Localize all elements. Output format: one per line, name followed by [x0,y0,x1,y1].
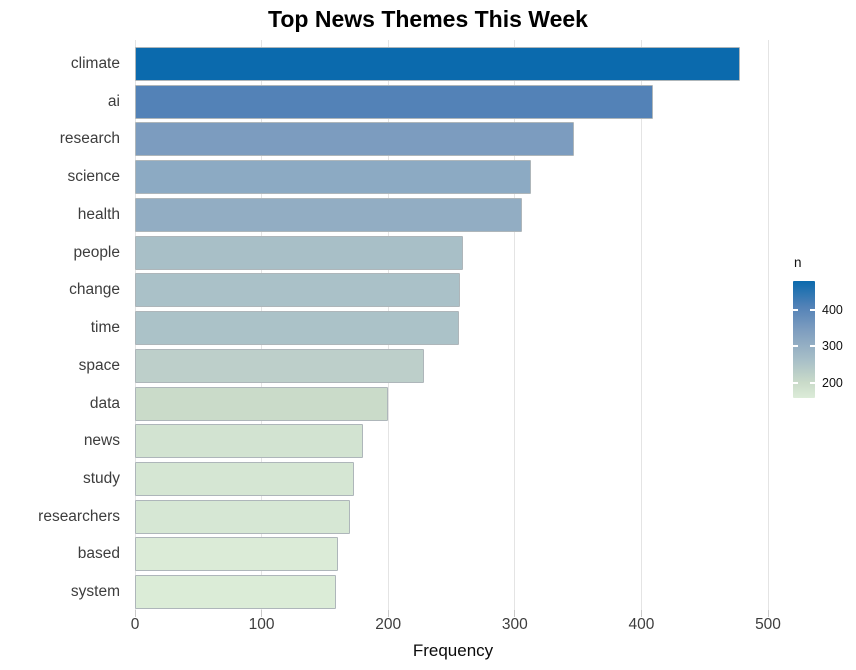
legend-tick-label-200: 200 [822,375,843,390]
x-tick-label: 500 [755,616,781,633]
y-tick-label-time: time [90,319,120,337]
gridline-400 [640,40,642,610]
gridline-500 [767,40,769,610]
bar-change [135,273,461,308]
y-tick-label-system: system [70,583,120,601]
y-tick-label-news: news [83,432,120,450]
x-tick-label: 100 [248,616,275,633]
bar-climate [135,47,741,81]
y-tick-label-space: space [78,356,120,374]
bar-based [135,537,338,572]
bar-system [135,575,337,610]
x-axis-tick-400 [640,610,642,617]
x-axis-title: Frequency [412,641,494,660]
bar-researchers [135,499,351,534]
bar-news [135,424,363,459]
y-tick-label-science: science [67,168,120,186]
y-tick-label-data: data [89,394,120,412]
bar-space [135,348,424,383]
bar-study [135,462,355,497]
legend-tick-label-400: 400 [822,302,843,317]
legend-title: n [794,255,802,270]
x-tick-label: 300 [501,616,528,633]
y-tick-label-climate: climate [70,55,120,72]
gridline-300 [514,40,516,610]
bar-data [135,386,389,421]
bar-science [135,160,532,195]
y-tick-label-health: health [77,205,120,223]
legend-tick-mark [810,381,815,384]
legend-tick-label-300: 300 [822,339,843,354]
bar-research [135,122,575,157]
x-axis-tick-100 [261,610,263,617]
y-tick-label-research: research [59,130,120,148]
y-tick-label-study: study [82,470,120,488]
y-tick-label-researchers: researchers [38,507,120,525]
y-tick-label-people: people [73,243,120,261]
legend-tick-mark [810,308,815,311]
bar-people [135,235,463,270]
y-tick-label-based: based [77,545,120,563]
x-tick-label: 200 [375,616,402,633]
legend-tick-mark [793,308,798,311]
chart-title: Top News Themes This Week [268,6,588,32]
legend-tick-mark [793,381,798,384]
bar-ai [135,84,653,119]
legend-tick-mark [810,345,815,348]
x-axis-tick-500 [767,610,769,617]
x-tick-label: 400 [628,616,655,633]
x-axis-tick-300 [514,610,516,617]
x-tick-label: 0 [130,616,140,633]
legend-tick-mark [793,345,798,348]
legend-gradient-bar [793,281,815,398]
bar-time [135,311,460,346]
x-axis-tick-200 [387,610,389,617]
bar-health [135,197,523,232]
y-tick-label-change: change [69,281,120,299]
y-tick-label-ai: ai [107,92,120,110]
x-axis-tick-0 [134,610,136,617]
